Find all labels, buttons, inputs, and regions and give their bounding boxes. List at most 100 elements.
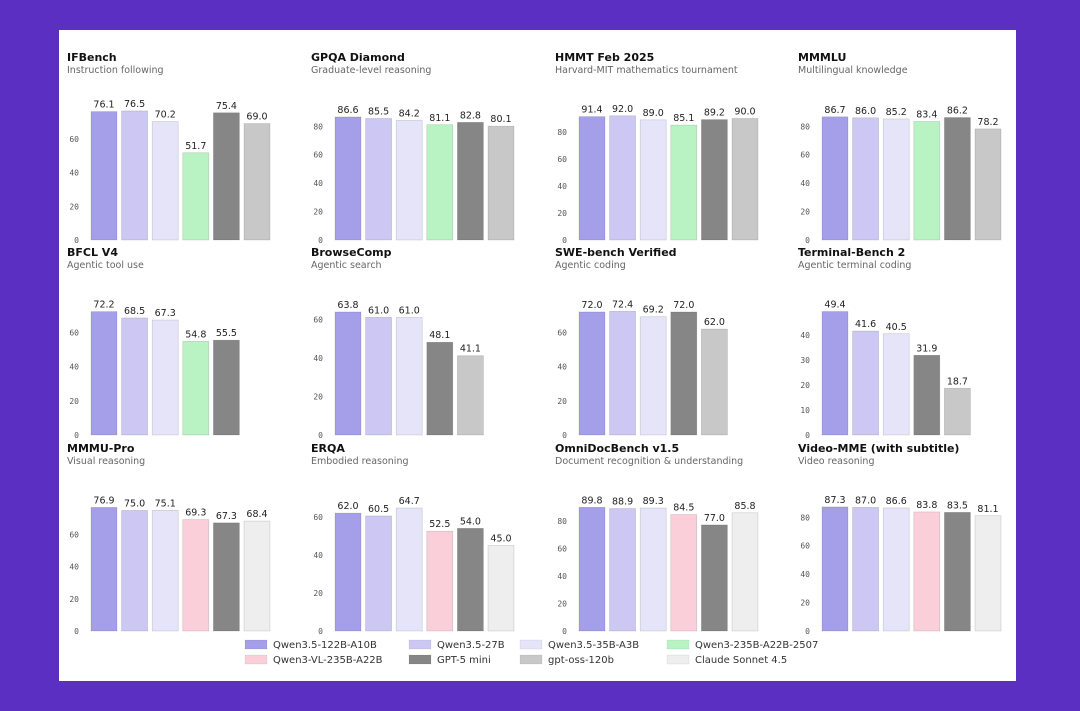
- chart-2-title: GPQA Diamond: [311, 51, 405, 64]
- chart-2-value-label: 80.1: [490, 114, 511, 125]
- chart-2-subtitle: Graduate-level reasoning: [311, 65, 431, 76]
- chart-4-value-label: 86.0: [855, 106, 876, 117]
- chart-3-bar-5: [701, 119, 728, 241]
- chart-6-bar-4: [426, 341, 454, 436]
- legend-swatch: [666, 654, 690, 665]
- chart-5-bar-5: [213, 339, 240, 436]
- legend-label: GPT-5 mini: [437, 655, 491, 666]
- chart-8-ytick: 10: [800, 406, 810, 415]
- chart-2-bar-4: [426, 124, 454, 241]
- chart-12-value-label: 81.1: [977, 504, 998, 515]
- chart-1-bar-2: [121, 110, 148, 241]
- chart-3-bar-2: [609, 115, 636, 241]
- chart-2-value-label: 84.2: [399, 108, 420, 119]
- chart-3-bar-4: [670, 124, 698, 241]
- legend-label: Qwen3.5-35B-A3B: [548, 640, 639, 651]
- chart-2-ytick: 20: [313, 208, 323, 217]
- legend-swatch: [244, 654, 268, 665]
- chart-1-bar-4: [182, 152, 210, 241]
- chart-12-bar-2: [852, 507, 879, 632]
- chart-12-bar-4: [913, 511, 941, 632]
- chart-6-value-label: 61.0: [399, 305, 420, 316]
- chart-1-value-label: 75.4: [216, 101, 237, 112]
- chart-3-value-label: 91.4: [581, 105, 602, 116]
- chart-9-value-label: 75.1: [155, 498, 176, 509]
- chart-8-ytick: 30: [800, 356, 810, 365]
- chart-1-value-label: 69.0: [246, 112, 267, 123]
- chart-10-bar-3: [395, 507, 423, 632]
- chart-4-bar-6: [974, 128, 1002, 241]
- chart-4-title: MMMLU: [798, 51, 846, 64]
- chart-7-value-label: 72.0: [673, 300, 694, 311]
- chart-11-bar-3: [639, 507, 667, 632]
- chart-5-subtitle: Agentic tool use: [67, 260, 144, 271]
- chart-12-ytick: 20: [800, 599, 810, 608]
- chart-2-bar-1: [334, 116, 362, 241]
- chart-3-value-label: 89.0: [643, 108, 664, 119]
- chart-11-value-label: 84.5: [673, 503, 694, 514]
- chart-1-ytick: 20: [69, 202, 79, 211]
- benchmark-figure: IFBench Instruction following 0 20 40 60 76.1 7…: [59, 30, 1016, 681]
- chart-4-value-label: 85.2: [886, 107, 907, 118]
- chart-3-ytick: 40: [557, 182, 567, 191]
- chart-7-ytick: 20: [557, 397, 567, 406]
- chart-10-value-label: 60.5: [368, 504, 389, 515]
- chart-12-ytick: 80: [800, 513, 810, 522]
- chart-1-bar-6: [243, 123, 271, 241]
- chart-3-value-label: 85.1: [673, 113, 694, 124]
- chart-9-ytick: 60: [69, 531, 79, 540]
- chart-11-ytick: 80: [557, 517, 567, 526]
- chart-2-value-label: 82.8: [460, 110, 481, 121]
- chart-7-subtitle: Agentic coding: [555, 260, 626, 271]
- chart-9-bar-5: [213, 522, 240, 632]
- chart-1-title: IFBench: [67, 51, 117, 64]
- chart-9-value-label: 69.3: [185, 508, 206, 519]
- chart-12-ytick: 60: [800, 542, 810, 551]
- chart-4-ytick: 60: [800, 151, 810, 160]
- chart-10-value-label: 62.0: [337, 501, 358, 512]
- chart-4-bar-3: [882, 118, 910, 241]
- chart-5-value-label: 67.3: [155, 308, 176, 319]
- chart-5-ytick: 20: [69, 397, 79, 406]
- chart-3-value-label: 92.0: [612, 104, 633, 115]
- chart-6-title: BrowseComp: [311, 246, 392, 259]
- chart-3-value-label: 90.0: [734, 107, 755, 118]
- chart-10-value-label: 54.0: [460, 516, 481, 527]
- chart-11-title: OmniDocBench v1.5: [555, 442, 679, 455]
- chart-9-ytick: 40: [69, 563, 79, 572]
- chart-6-ytick: 0: [318, 431, 323, 440]
- chart-1-ytick: 40: [69, 169, 79, 178]
- chart-9-bar-1: [90, 507, 118, 632]
- chart-2-value-label: 81.1: [429, 113, 450, 124]
- chart-2-ytick: 0: [318, 236, 323, 245]
- chart-11-ytick: 20: [557, 599, 567, 608]
- chart-1-value-label: 76.1: [93, 100, 114, 111]
- chart-12-value-label: 86.6: [886, 496, 907, 507]
- chart-9-ytick: 0: [74, 627, 79, 636]
- chart-9-bar-4: [182, 519, 210, 632]
- chart-6-ytick: 40: [313, 354, 323, 363]
- chart-8-ytick: 40: [800, 331, 810, 340]
- chart-5-value-label: 55.5: [216, 328, 237, 339]
- chart-11-bar-2: [609, 508, 636, 632]
- legend-swatch: [519, 639, 543, 650]
- chart-1-ytick: 0: [74, 236, 79, 245]
- chart-3-bar-1: [578, 116, 606, 241]
- legend-label: Qwen3-235B-A22B-2507: [695, 640, 818, 651]
- chart-8-subtitle: Agentic terminal coding: [798, 260, 911, 271]
- chart-2-ytick: 60: [313, 151, 323, 160]
- legend-label: Claude Sonnet 4.5: [695, 655, 787, 666]
- chart-9-value-label: 67.3: [216, 511, 237, 522]
- chart-8-value-label: 40.5: [886, 322, 907, 333]
- chart-7-bar-4: [670, 311, 698, 436]
- chart-6-value-label: 61.0: [368, 305, 389, 316]
- legend-swatch: [244, 639, 268, 650]
- chart-4-value-label: 78.2: [977, 117, 998, 128]
- chart-9-subtitle: Visual reasoning: [67, 456, 145, 467]
- legend-swatch: [666, 639, 690, 650]
- chart-1-value-label: 51.7: [185, 141, 206, 152]
- chart-4-bar-2: [852, 117, 879, 241]
- chart-5-title: BFCL V4: [67, 246, 118, 259]
- chart-11-value-label: 89.8: [581, 495, 602, 506]
- chart-2-bar-6: [487, 125, 515, 241]
